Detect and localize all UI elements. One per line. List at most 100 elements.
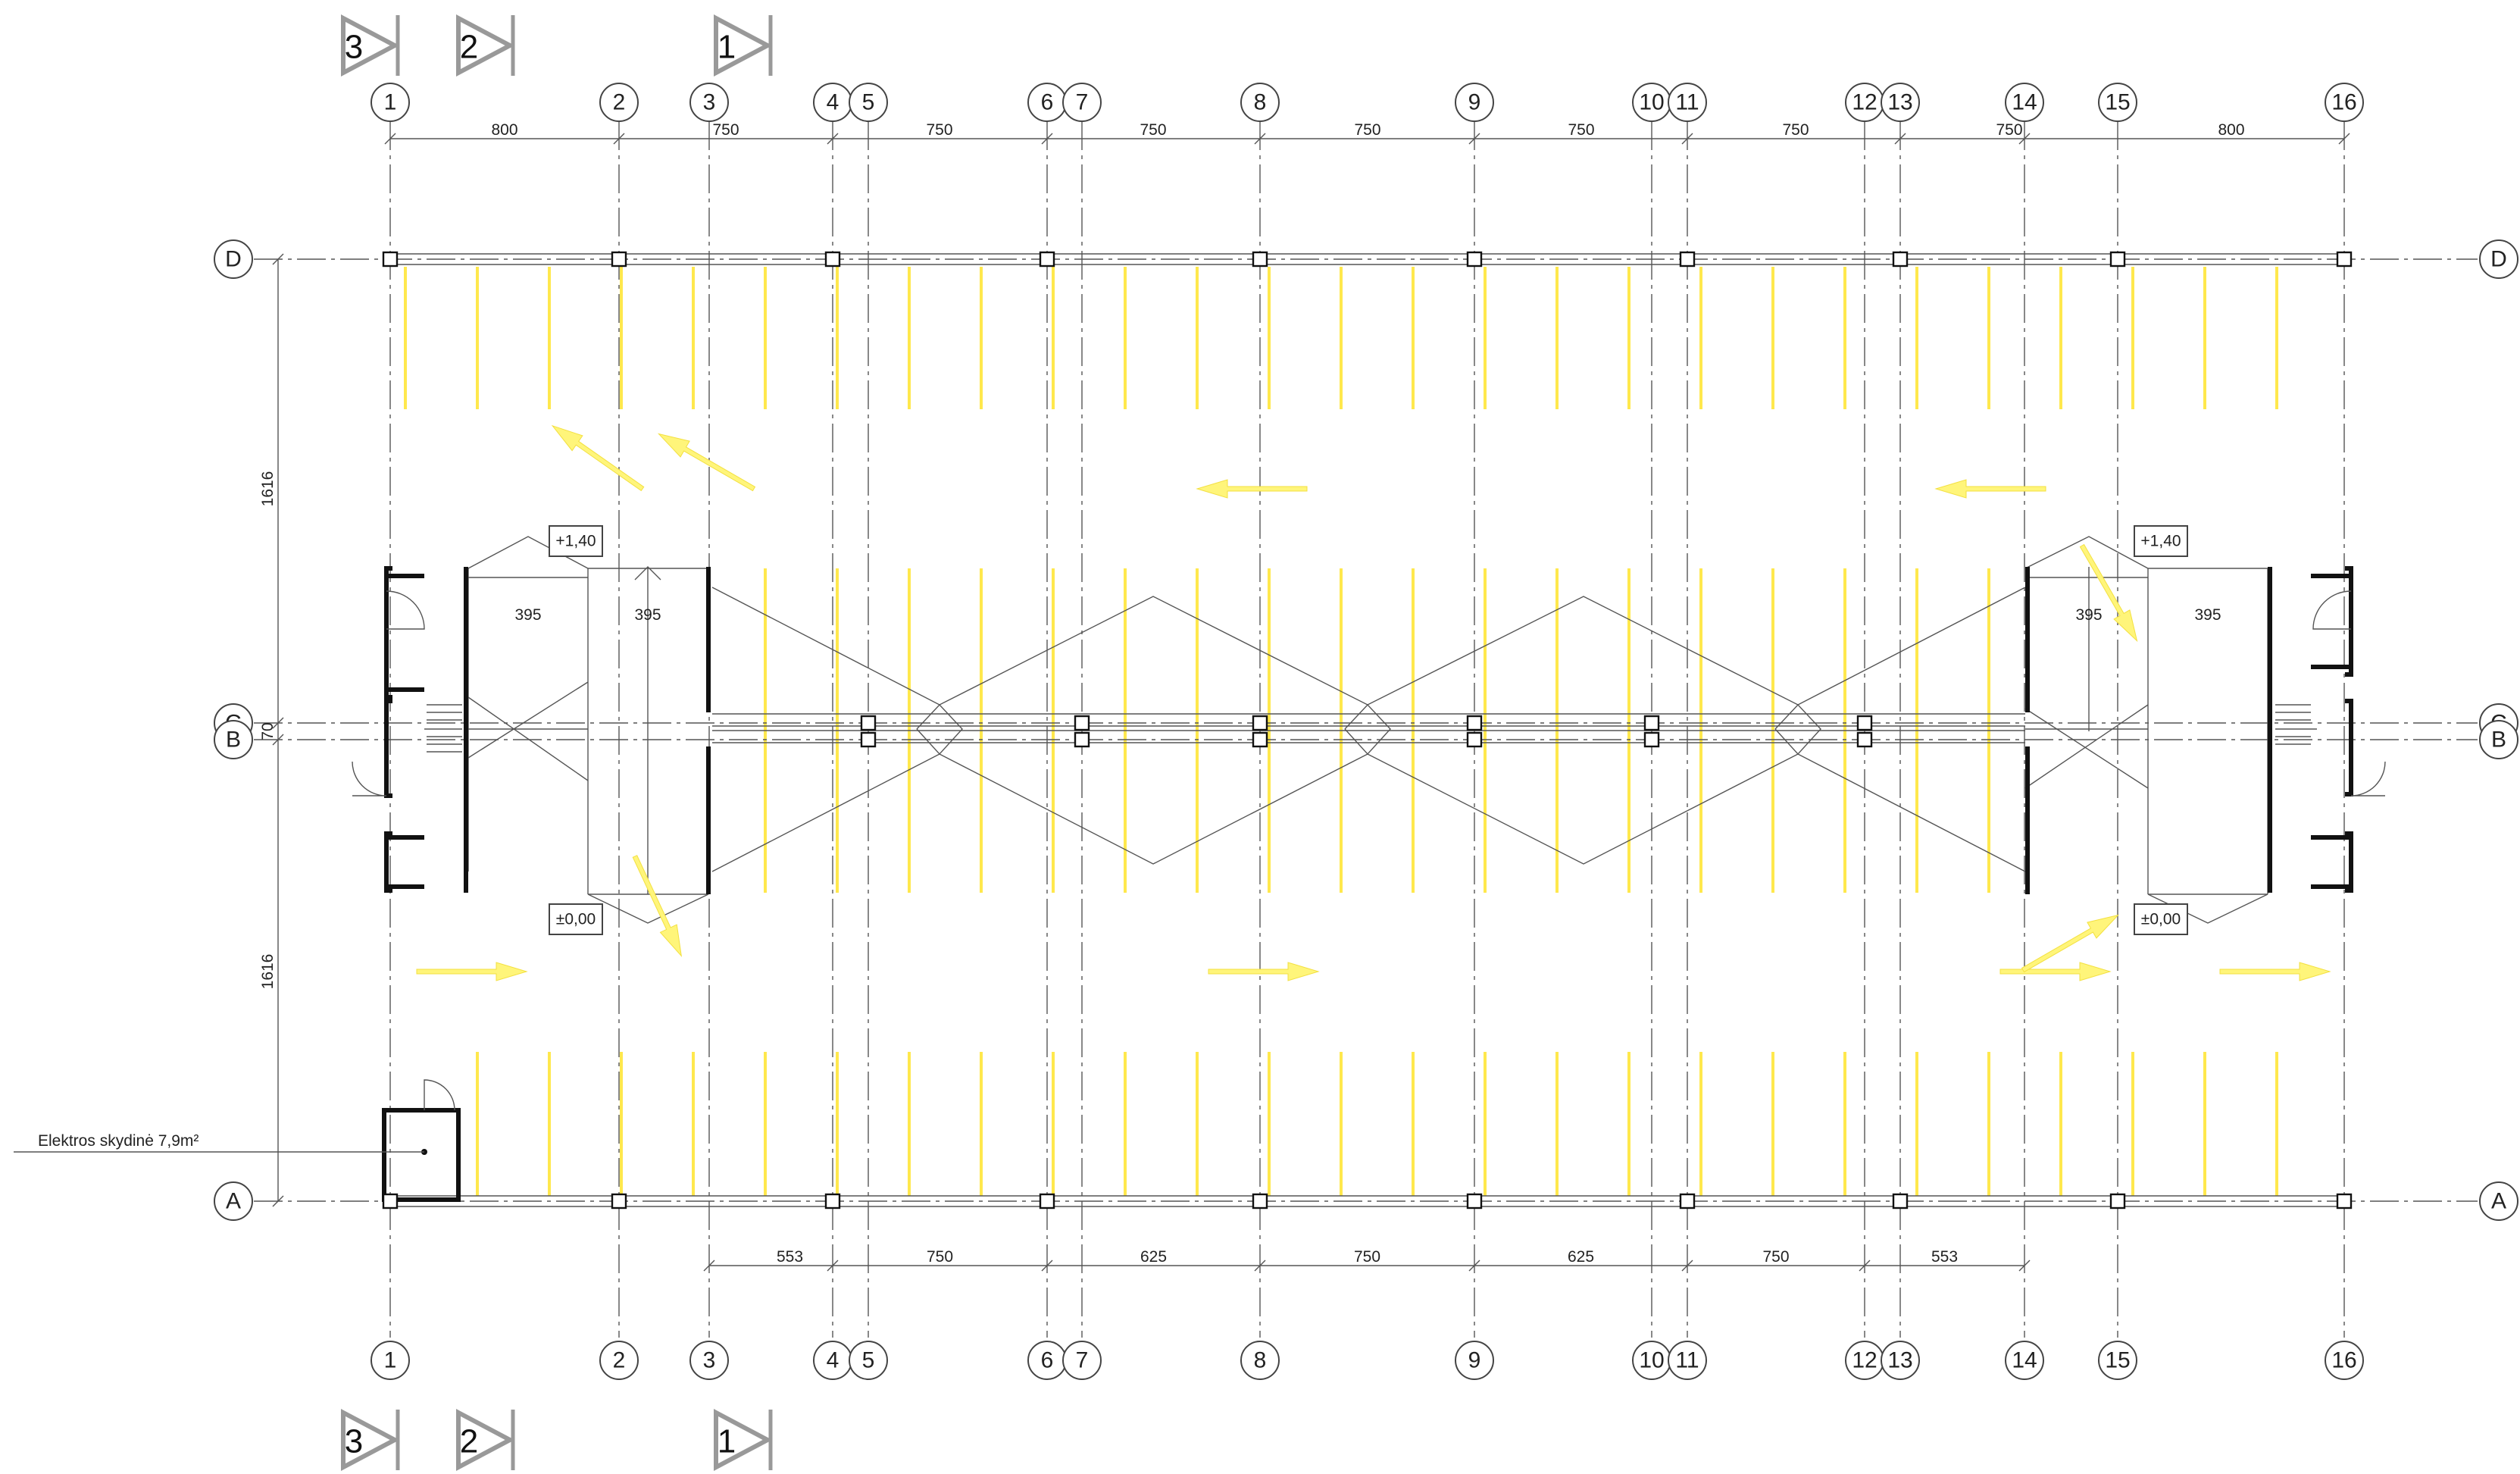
dimension-bottom-6: 553: [1931, 1248, 1958, 1266]
column: [1466, 1193, 1483, 1210]
dimension-lines: 800 750 750 750 750 750 750 750 800 553 750 625 750 6…: [259, 121, 2350, 1272]
axis-label-2-bottom: 2: [613, 1348, 626, 1373]
structure-outline: [352, 253, 2386, 1207]
dimension-top-4: 750: [1354, 121, 1380, 139]
column: [1679, 1193, 1696, 1210]
column: [860, 715, 877, 731]
svg-text:3: 3: [345, 1423, 363, 1460]
svg-text:2: 2: [460, 1423, 478, 1460]
axis-bubble-3: [689, 1341, 729, 1380]
structural-columns: [382, 251, 2353, 1210]
axis-label-3-top: 3: [703, 90, 716, 115]
axis-label-14-bottom: 14: [2012, 1348, 2037, 1373]
column: [1466, 251, 1483, 268]
dimension-bottom-4: 625: [1568, 1248, 1594, 1266]
axis-label-5-top: 5: [862, 90, 875, 115]
column: [382, 1193, 399, 1210]
direction-arrow: [632, 855, 683, 957]
axis-bubble-14: [2005, 83, 2044, 122]
column: [1252, 715, 1268, 731]
axis-bubble-1: [370, 83, 410, 122]
dimension-top-6: 750: [1782, 121, 1809, 139]
axis-label-7-top: 7: [1076, 90, 1089, 115]
axis-label-9-bottom: 9: [1468, 1348, 1481, 1373]
column: [860, 731, 877, 748]
section-mark-1: 1: [714, 14, 773, 77]
section-mark-3: 3: [341, 14, 400, 77]
axis-label-B-right: B: [2491, 728, 2506, 753]
room-label: Elektros skydinė 7,9m²: [38, 1132, 199, 1150]
section-marks: 3 2 13 2 1: [341, 14, 773, 1471]
axis-bubble-2: [599, 1341, 639, 1380]
axis-bubble-13: [1881, 83, 1920, 122]
column: [1074, 715, 1090, 731]
axis-label-15-bottom: 15: [2105, 1348, 2130, 1373]
direction-arrow: [1934, 479, 2046, 499]
column: [824, 1193, 841, 1210]
svg-text:3: 3: [345, 29, 363, 66]
column: [2336, 251, 2353, 268]
axis-bubble-8: [1240, 1341, 1280, 1380]
section-mark-1: 1: [714, 1409, 773, 1471]
column: [1643, 731, 1660, 748]
axis-label-10-bottom: 10: [1639, 1348, 1664, 1373]
axis-bubble-B: [214, 720, 253, 759]
dimension-bottom-2: 625: [1140, 1248, 1167, 1266]
axis-bubble-D: [2479, 239, 2518, 279]
dimension-top-3: 750: [1140, 121, 1166, 139]
column: [382, 251, 399, 268]
axis-label-8-top: 8: [1254, 90, 1267, 115]
traffic-direction-arrows: [416, 424, 2331, 981]
parking-stall-lines: [404, 267, 2278, 1196]
column: [1466, 731, 1483, 748]
axis-bubble-A: [214, 1181, 253, 1221]
level-marks: +1,40 ±0,00 +1,40 ±0,00: [549, 525, 2188, 935]
axis-bubble-2: [599, 83, 639, 122]
axis-bubble-16: [2325, 1341, 2364, 1380]
room-callout: Elektros skydinė 7,9m²: [14, 1132, 424, 1153]
axis-bubble-D: [214, 239, 253, 279]
column: [1466, 715, 1483, 731]
grid-axes: 1122334455667788991010111112121313141415…: [214, 83, 2518, 1380]
dimension-bottom-1: 750: [927, 1248, 953, 1266]
axis-label-1-top: 1: [384, 90, 397, 115]
direction-arrow: [2219, 962, 2331, 981]
axis-label-13-top: 13: [1887, 90, 1912, 115]
column: [1252, 731, 1268, 748]
column: [1856, 715, 1873, 731]
axis-label-8-bottom: 8: [1254, 1348, 1267, 1373]
svg-text:2: 2: [460, 29, 478, 66]
section-mark-2: 2: [456, 14, 515, 77]
axis-label-13-bottom: 13: [1887, 1348, 1912, 1373]
axis-bubble-5: [849, 83, 888, 122]
dimension-bottom-0: 553: [777, 1248, 803, 1266]
direction-arrow: [657, 433, 756, 492]
level-mark-left-top: +1,40: [555, 533, 596, 550]
column: [1074, 731, 1090, 748]
axis-bubble-B: [2479, 720, 2518, 759]
direction-arrow: [416, 962, 528, 981]
level-mark-right-top: +1,40: [2140, 533, 2181, 550]
axis-label-11-bottom: 11: [1675, 1348, 1699, 1373]
axis-bubble-5: [849, 1341, 888, 1380]
axis-bubble-16: [2325, 83, 2364, 122]
section-mark-3: 3: [341, 1409, 400, 1471]
svg-text:1: 1: [718, 1423, 736, 1460]
direction-arrow: [1999, 962, 2112, 981]
axis-bubble-9: [1455, 83, 1494, 122]
axis-bubble-1: [370, 1341, 410, 1380]
ramp-dim-4: 395: [2194, 606, 2221, 624]
svg-text:1: 1: [718, 29, 736, 66]
direction-arrow: [1196, 479, 1308, 499]
axis-label-16-top: 16: [2331, 90, 2356, 115]
direction-arrow: [2021, 914, 2120, 973]
dimension-bottom-5: 750: [1762, 1248, 1789, 1266]
axis-label-12-bottom: 12: [1852, 1348, 1877, 1373]
axis-label-D-right: D: [2490, 247, 2507, 272]
axis-bubble-7: [1062, 1341, 1102, 1380]
column: [1892, 1193, 1909, 1210]
axis-label-11-top: 11: [1675, 90, 1699, 115]
dimension-top-7: 750: [1996, 121, 2022, 139]
axis-bubble-13: [1881, 1341, 1920, 1380]
